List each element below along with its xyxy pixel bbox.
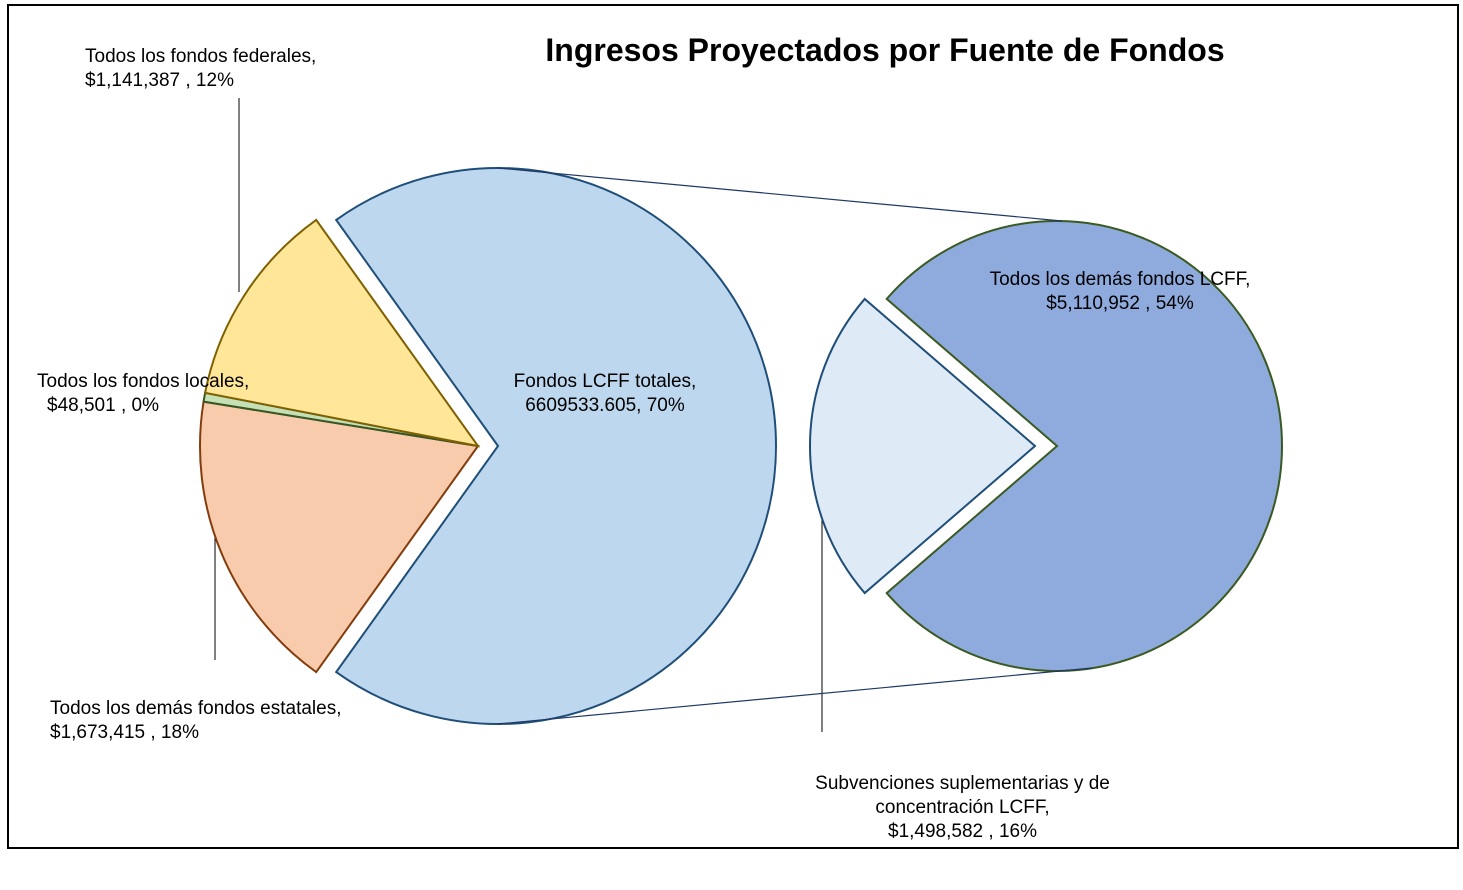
pie-slice <box>203 218 481 448</box>
chart-title: Ingresos Proyectados por Fuente de Fondo… <box>545 32 1225 68</box>
label-name: Fondos LCFF totales, <box>513 371 697 392</box>
label-name: Todos los fondos federales, <box>85 46 317 67</box>
connector-line <box>497 667 1093 725</box>
slice-label: Todos los demás fondos estatales, $1,673… <box>50 697 342 745</box>
label-name: Subvenciones suplementarias y de concent… <box>815 773 1110 818</box>
label-value: $1,141,387 , 12% <box>85 70 234 91</box>
slice-label: Subvenciones suplementarias y de concent… <box>760 772 1165 844</box>
slice-label: Todos los fondos federales, $1,141,387 ,… <box>85 45 316 93</box>
label-value: $1,673,415 , 18% <box>50 722 199 743</box>
slices <box>199 167 1283 725</box>
pie-slice <box>199 400 480 674</box>
pie-slice <box>334 167 777 725</box>
label-value: $48,501 , 0% <box>47 395 159 416</box>
label-name: Todos los demás fondos LCFF, <box>989 269 1251 290</box>
pie-slice <box>809 297 1037 595</box>
label-name: Todos los demás fondos estatales, <box>50 698 342 719</box>
connector-line <box>497 167 1063 222</box>
frame <box>7 4 1459 849</box>
slice-label: Fondos LCFF totales, 6609533.605, 70% <box>480 370 730 418</box>
label-value: $1,498,582 , 16% <box>888 821 1037 842</box>
slice-label: Todos los demás fondos LCFF, $5,110,952 … <box>940 268 1300 316</box>
pie-slice <box>885 220 1283 672</box>
label-name: Todos los fondos locales, <box>37 371 250 392</box>
label-value: 6609533.605, 70% <box>525 395 685 416</box>
label-value: $5,110,952 , 54% <box>1046 293 1194 314</box>
slice-label: Todos los fondos locales, $48,501 , 0% <box>37 370 249 418</box>
